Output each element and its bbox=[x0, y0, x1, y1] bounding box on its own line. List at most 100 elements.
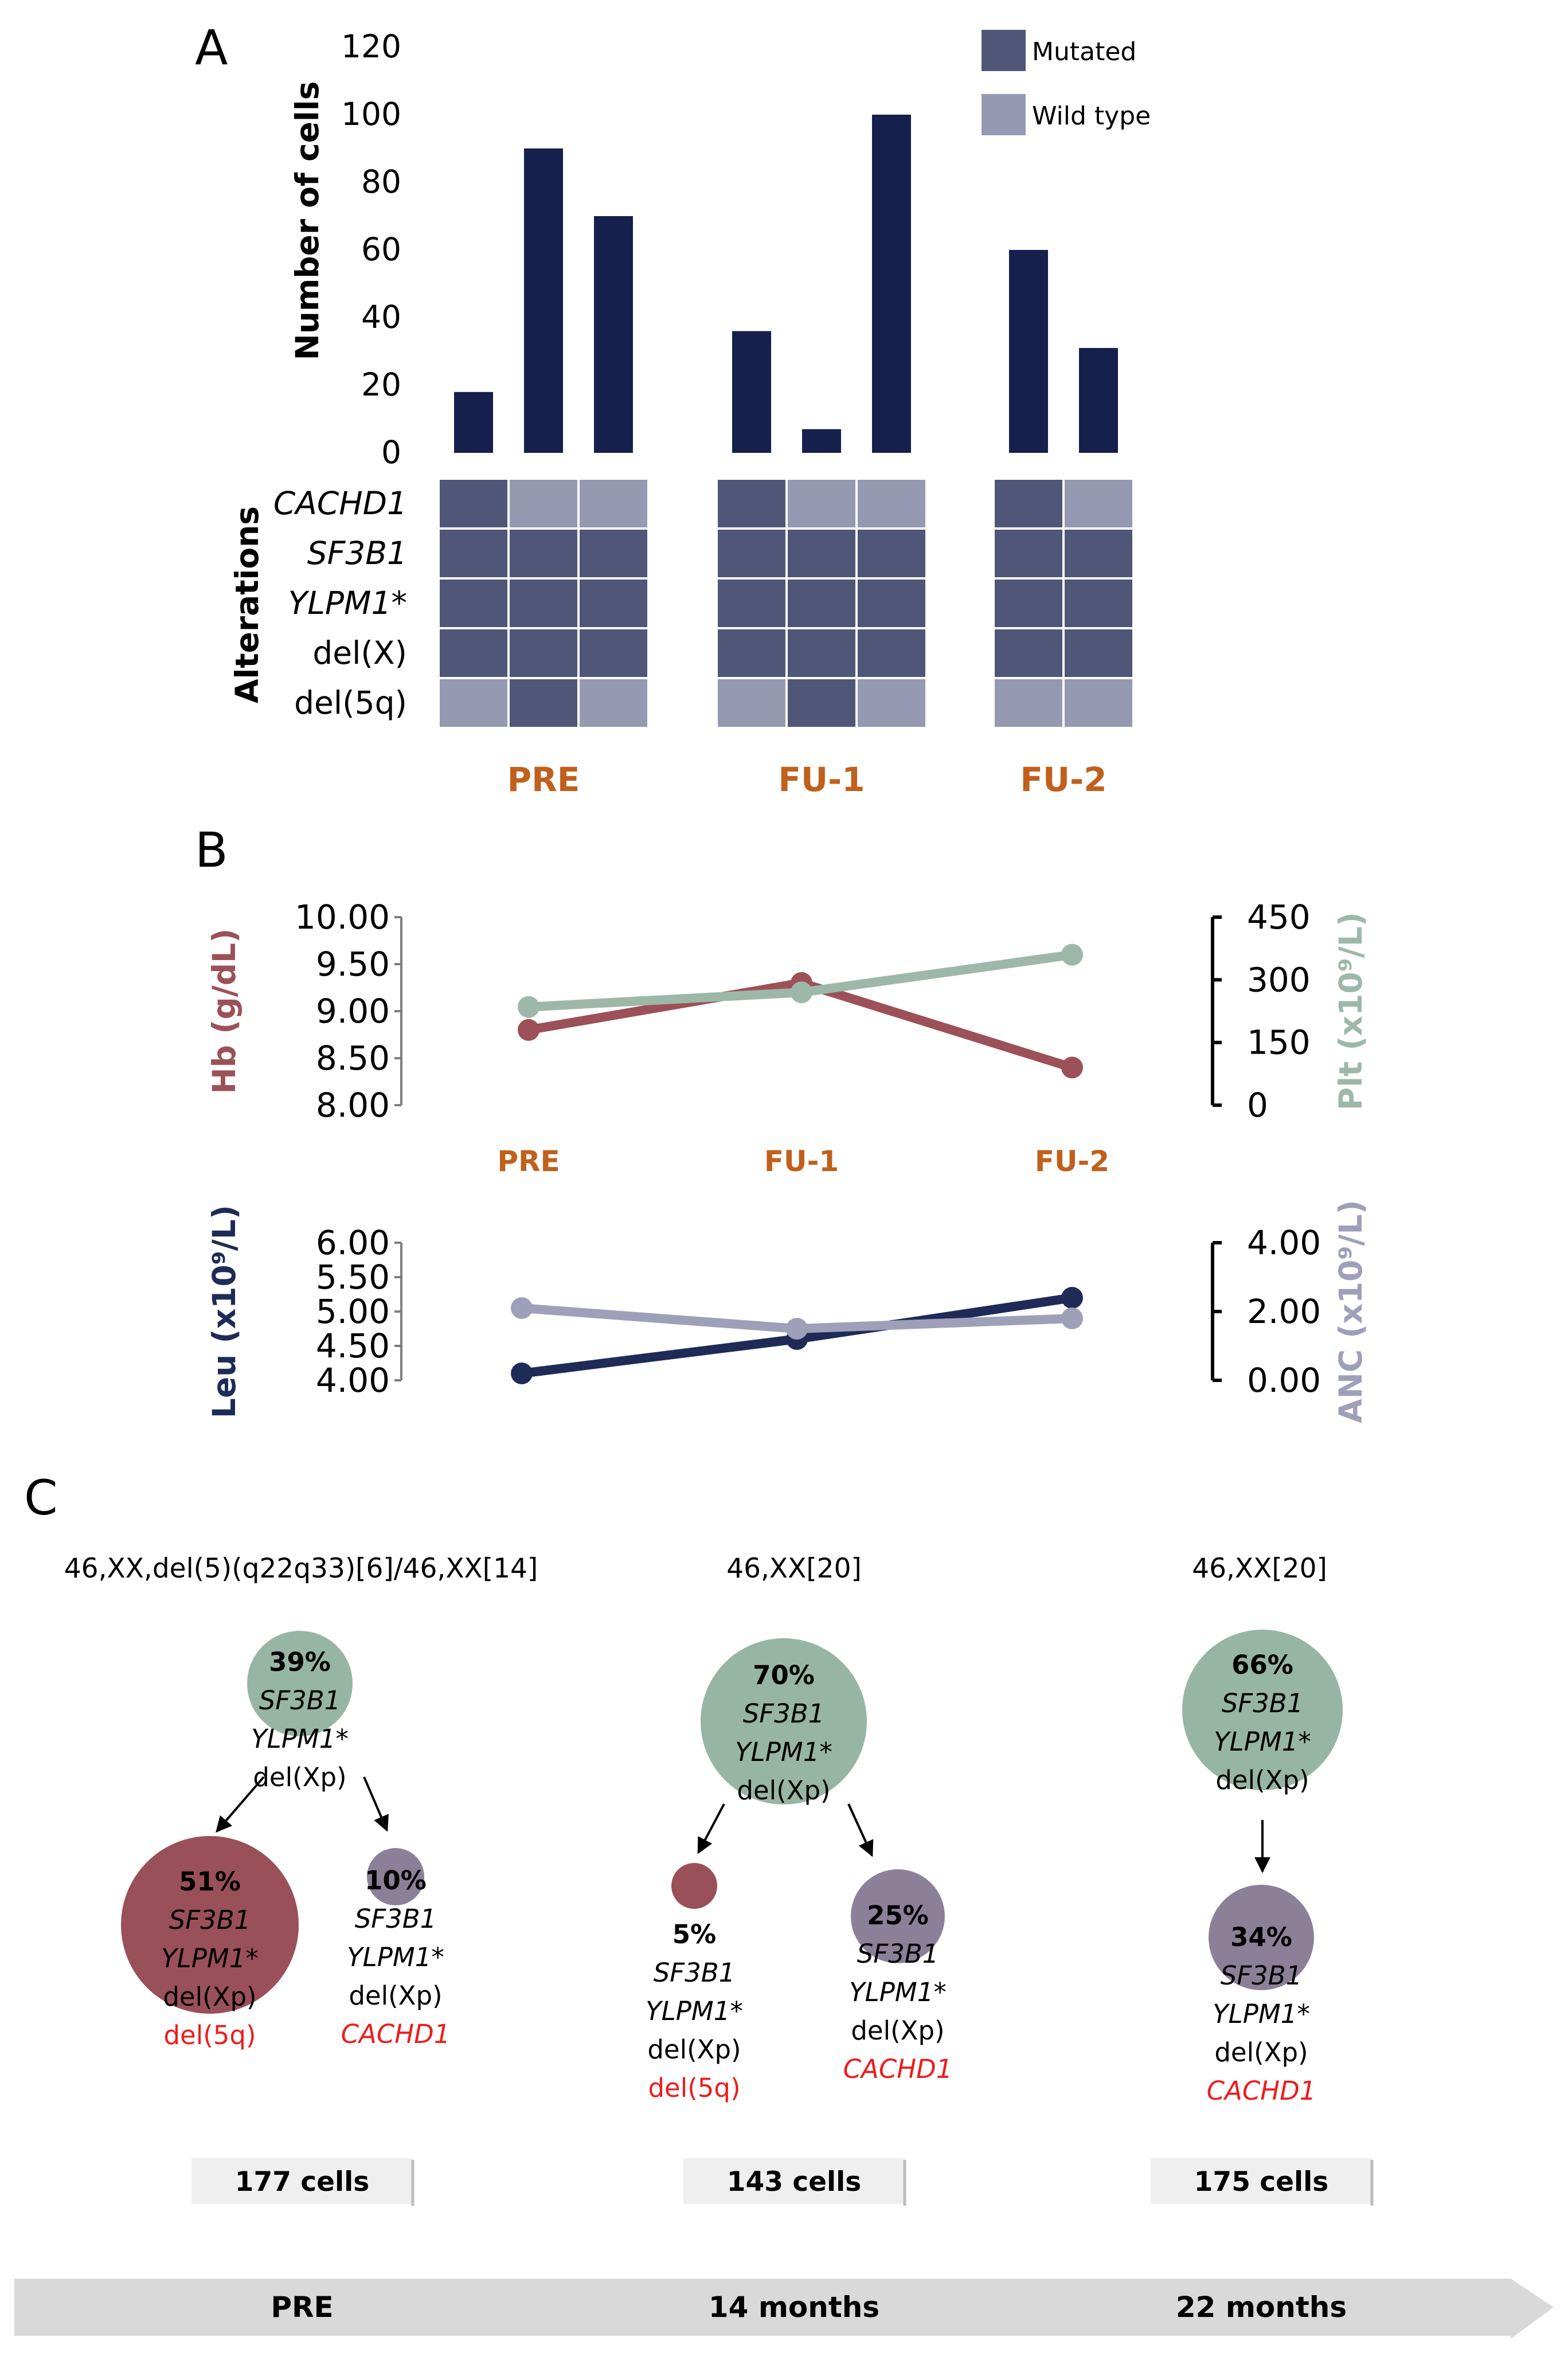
timeline-label: 14 months bbox=[709, 2291, 879, 2324]
matrix-cell-wild-type bbox=[577, 677, 650, 729]
bar-PRE-2 bbox=[524, 148, 563, 453]
alteration-label: CACHD1 bbox=[273, 485, 407, 522]
matrix-cell-mutated bbox=[992, 477, 1065, 530]
cell-count-box bbox=[1151, 2158, 1372, 2204]
cell-count-box bbox=[683, 2158, 905, 2204]
right-tick-label: 0.00 bbox=[1247, 1361, 1321, 1400]
clone-alteration: YLPM1* bbox=[646, 1996, 743, 2026]
clone-circle-clone_purple bbox=[851, 1869, 945, 1963]
clone-alteration: SF3B1 bbox=[743, 1698, 825, 1729]
y-tick-label: 120 bbox=[341, 28, 401, 65]
panel-label-a: A bbox=[195, 19, 228, 76]
right-tick-label: 2.00 bbox=[1247, 1292, 1321, 1331]
bar-FU-1-2 bbox=[802, 429, 841, 453]
matrix-cell-wild-type bbox=[992, 677, 1065, 729]
clone-percentage: 51% bbox=[179, 1866, 241, 1897]
point-hb-PRE bbox=[518, 1019, 539, 1041]
matrix-cell-mutated bbox=[1062, 627, 1135, 679]
matrix-cell-mutated bbox=[785, 627, 858, 679]
left-tick-label: 8.50 bbox=[316, 1039, 390, 1078]
cell-count-label: 143 cells bbox=[727, 2166, 861, 2198]
matrix-cell-mutated bbox=[715, 577, 788, 629]
bar-chart-y-axis-label: Number of cells bbox=[289, 81, 326, 361]
matrix-cell-mutated bbox=[507, 677, 580, 729]
left-axis-title: Hb (g/dL) bbox=[206, 929, 243, 1094]
clone-circle-clone_green bbox=[247, 1631, 353, 1736]
clone-alteration: del(5q) bbox=[648, 2073, 740, 2103]
matrix-cell-mutated bbox=[1062, 577, 1135, 629]
left-axis-title: Leu (x10⁹/L) bbox=[206, 1205, 243, 1418]
legend-label: Wild type bbox=[1032, 101, 1151, 131]
clone-circle-clone_green bbox=[701, 1638, 867, 1804]
group-labels: PRE FU-1 FU-2 bbox=[507, 760, 1107, 799]
bar-chart-y-ticks: 0 20 40 60 80 100 120 bbox=[341, 28, 401, 471]
matrix-cell-mutated bbox=[785, 527, 858, 580]
right-tick-label: 0 bbox=[1247, 1086, 1268, 1125]
matrix-cell-mutated bbox=[715, 527, 788, 580]
matrix-cell-mutated bbox=[507, 527, 580, 580]
right-axis-title: ANC (x10⁹/L) bbox=[1332, 1200, 1369, 1423]
clone-circle-clone_purple bbox=[367, 1848, 424, 1905]
clone-percentage: 10% bbox=[365, 1865, 427, 1896]
clone-circle-clone_red bbox=[671, 1863, 717, 1909]
clone-percentage: 70% bbox=[753, 1660, 815, 1690]
clone-alteration: YLPM1* bbox=[251, 1724, 349, 1754]
clone-percentage: 39% bbox=[269, 1647, 331, 1677]
y-tick-label: 20 bbox=[361, 366, 401, 403]
clone-alteration: YLPM1* bbox=[735, 1737, 832, 1767]
clone-alteration: CACHD1 bbox=[843, 2054, 953, 2084]
point-hb-FU-2 bbox=[1061, 1056, 1083, 1079]
clone-alteration: YLPM1* bbox=[1214, 1727, 1311, 1757]
bar-PRE-1 bbox=[454, 392, 493, 453]
matrix-cell-mutated bbox=[855, 627, 928, 679]
clone-arrows bbox=[216, 1776, 1270, 1873]
left-tick-label: 8.00 bbox=[316, 1086, 390, 1125]
bar-PRE-3 bbox=[594, 216, 633, 453]
clone-alteration: SF3B1 bbox=[169, 1905, 251, 1935]
panel-label-b: B bbox=[195, 822, 228, 878]
clone-alteration: del(Xp) bbox=[349, 1980, 442, 2011]
bar-FU-2-1 bbox=[1009, 250, 1048, 453]
cell-count-boxes: 177 cells 143 cells 175 cells bbox=[191, 2158, 1374, 2206]
matrix-cell-wild-type bbox=[1062, 477, 1135, 530]
matrix-cell-wild-type bbox=[507, 477, 580, 530]
y-tick-label: 0 bbox=[381, 434, 401, 471]
clone-alteration: YLPM1* bbox=[161, 1943, 259, 1974]
matrix-cell-mutated bbox=[437, 477, 510, 530]
matrix-cell-mutated bbox=[437, 627, 510, 679]
matrix-cell-mutated bbox=[715, 627, 788, 679]
alteration-label: YLPM1* bbox=[288, 585, 407, 621]
left-tick-label: 10.00 bbox=[295, 898, 390, 937]
alteration-matrix: CACHD1 SF3B1 YLPM1* del(X) del(5q) bbox=[273, 477, 1135, 729]
matrix-cell-mutated bbox=[577, 627, 650, 679]
matrix-cell-mutated bbox=[855, 577, 928, 629]
clone-percentage: 5% bbox=[672, 1919, 716, 1950]
karyotype-text: 46,XX[20] bbox=[1192, 1553, 1327, 1584]
clone-alteration: del(Xp) bbox=[737, 1775, 830, 1806]
clone-alteration: SF3B1 bbox=[1221, 1960, 1303, 1991]
clone-alteration: YLPM1* bbox=[849, 1977, 947, 2007]
matrix-cell-mutated bbox=[715, 477, 788, 530]
clone-percentage: 66% bbox=[1231, 1650, 1293, 1680]
matrix-cell-wild-type bbox=[855, 677, 928, 729]
y-tick-label: 80 bbox=[361, 163, 401, 200]
bar-chart-bars bbox=[454, 115, 1118, 453]
cell-count-box bbox=[191, 2158, 413, 2204]
matrix-cell-mutated bbox=[507, 577, 580, 629]
matrix-cell-mutated bbox=[785, 577, 858, 629]
karyotypes: 46,XX,del(5)(q22q33)[6]/46,XX[14] 46,XX[2… bbox=[64, 1553, 1327, 1584]
y-tick-label: 100 bbox=[341, 96, 401, 132]
legend-label: Mutated bbox=[1032, 37, 1136, 66]
clone-circle-clone_green bbox=[1182, 1630, 1343, 1790]
clone-alteration: del(Xp) bbox=[647, 2034, 741, 2065]
clone-alteration: del(Xp) bbox=[1214, 2037, 1308, 2068]
left-tick-label: 4.50 bbox=[316, 1326, 390, 1365]
alterations-axis-label: Alterations bbox=[229, 506, 265, 703]
clone-alteration: YLPM1* bbox=[347, 1942, 444, 1972]
clone-alteration: del(Xp) bbox=[253, 1762, 346, 1792]
matrix-cell-wild-type bbox=[577, 477, 650, 530]
cell-count-label: 177 cells bbox=[235, 2166, 369, 2198]
left-tick-label: 9.50 bbox=[316, 945, 390, 984]
left-tick-label: 4.00 bbox=[316, 1361, 390, 1400]
